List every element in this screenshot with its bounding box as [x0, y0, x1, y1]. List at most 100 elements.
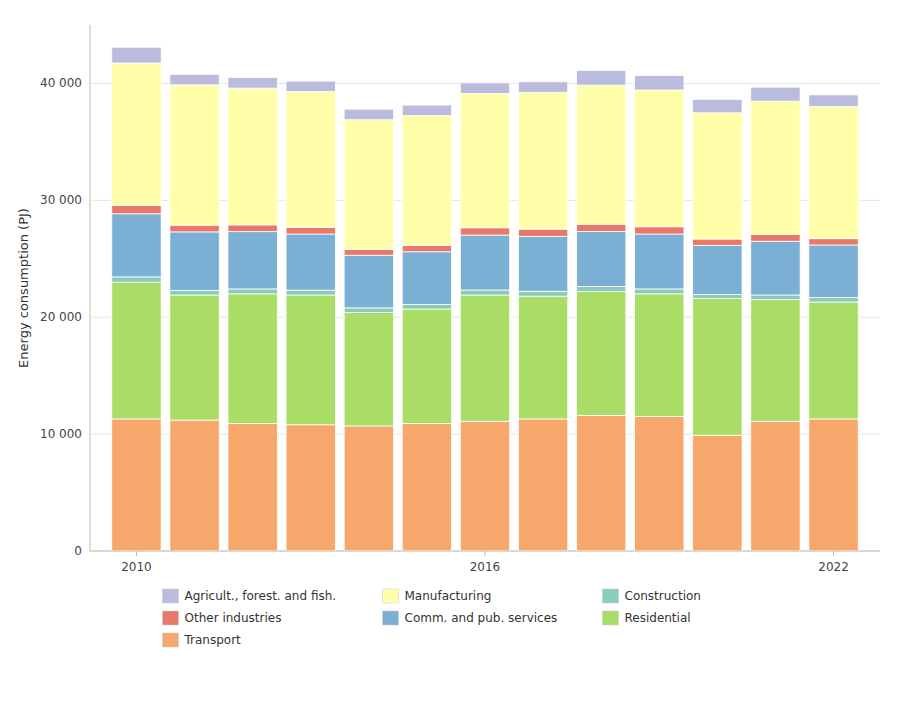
legend-label: Comm. and pub. services: [405, 611, 558, 625]
legend-label: Other industries: [185, 611, 282, 625]
bar-segment: [576, 415, 625, 551]
bar-segment: [344, 120, 393, 250]
bar-segment: [170, 225, 219, 232]
bar-segment: [170, 420, 219, 551]
bar-segment: [518, 291, 567, 296]
bar-segment: [402, 245, 451, 251]
bar-segment: [402, 304, 451, 309]
bar-segment: [170, 290, 219, 295]
bar-segment: [693, 435, 742, 551]
bar-segment: [112, 282, 161, 419]
x-tick-label: 2022: [818, 560, 849, 574]
bar-segment: [344, 109, 393, 120]
bar-segment: [402, 116, 451, 246]
series: [112, 282, 858, 435]
bar-segment: [576, 70, 625, 85]
legend-swatch: [163, 589, 179, 603]
bar-segment: [635, 234, 684, 289]
bar-segment: [460, 421, 509, 551]
bar-segment: [751, 295, 800, 300]
bar-segment: [635, 294, 684, 417]
bar-segment: [228, 225, 277, 232]
bar-segment: [170, 85, 219, 225]
x-tick: [136, 551, 137, 556]
bar-segment: [751, 101, 800, 234]
legend-label: Transport: [184, 633, 242, 647]
bar-segment: [228, 294, 277, 424]
y-tick-label: 0: [74, 544, 82, 558]
bar-segment: [344, 308, 393, 313]
bar-segment: [460, 295, 509, 421]
x-tick: [485, 551, 486, 556]
axes: 010 00020 00030 00040 000201020162022: [40, 25, 880, 574]
bar-segment: [809, 298, 858, 302]
bar-segment: [518, 229, 567, 236]
legend-label: Manufacturing: [405, 589, 492, 603]
legend-swatch: [163, 633, 179, 647]
grid: [90, 83, 880, 551]
bar-segment: [460, 228, 509, 235]
legend-label: Construction: [625, 589, 701, 603]
legend-swatch: [163, 611, 179, 625]
bar-segment: [344, 313, 393, 426]
bar-segment: [693, 294, 742, 298]
bar-segment: [518, 296, 567, 419]
bar-segment: [286, 92, 335, 228]
bar-segment: [228, 78, 277, 89]
bar-segment: [286, 234, 335, 290]
y-axis-label: Energy consumption (PJ): [16, 208, 31, 368]
bar-segment: [576, 224, 625, 231]
y-axis-line: [90, 25, 91, 551]
bar-segment: [228, 424, 277, 551]
bar-segment: [751, 421, 800, 551]
bar-segment: [112, 47, 161, 63]
bars: [112, 47, 858, 551]
x-tick-label: 2016: [470, 560, 501, 574]
bar-segment: [228, 289, 277, 294]
bar-segment: [809, 107, 858, 239]
bar-segment: [228, 88, 277, 225]
bar-segment: [576, 292, 625, 416]
bar-segment: [809, 245, 858, 298]
bar-segment: [402, 424, 451, 551]
bar-segment: [344, 426, 393, 551]
bar-segment: [635, 417, 684, 551]
bar-segment: [112, 214, 161, 277]
chart: 010 00020 00030 00040 000201020162022Ene…: [0, 0, 905, 701]
bar-segment: [576, 85, 625, 224]
bar-segment: [344, 249, 393, 255]
y-tick-label: 20 000: [40, 310, 82, 324]
bar-segment: [635, 289, 684, 294]
bar-segment: [112, 419, 161, 551]
legend-swatch: [383, 611, 399, 625]
legend-label: Residential: [625, 611, 691, 625]
bar-segment: [809, 419, 858, 551]
bar-segment: [751, 234, 800, 241]
bar-segment: [402, 309, 451, 424]
bar-segment: [751, 300, 800, 422]
x-tick: [833, 551, 834, 556]
y-tick-label: 30 000: [40, 193, 82, 207]
bar-segment: [693, 245, 742, 294]
bar-segment: [286, 290, 335, 295]
series: [112, 415, 858, 551]
bar-segment: [170, 74, 219, 85]
bar-segment: [460, 290, 509, 295]
series: [112, 63, 858, 249]
legend: Agricult., forest. and fish. Other indust…: [163, 589, 701, 648]
bar-segment: [170, 232, 219, 290]
bar-segment: [460, 83, 509, 94]
legend-swatch: [603, 611, 619, 625]
legend-swatch: [603, 589, 619, 603]
bar-segment: [286, 81, 335, 92]
bar-segment: [402, 105, 451, 116]
bar-segment: [286, 295, 335, 425]
bar-segment: [460, 93, 509, 227]
bar-segment: [402, 252, 451, 305]
y-tick-label: 10 000: [40, 427, 82, 441]
bar-segment: [518, 419, 567, 551]
series: [112, 47, 858, 119]
legend-label: Agricult., forest. and fish.: [185, 589, 337, 603]
bar-segment: [286, 425, 335, 551]
x-tick-label: 2010: [121, 560, 152, 574]
